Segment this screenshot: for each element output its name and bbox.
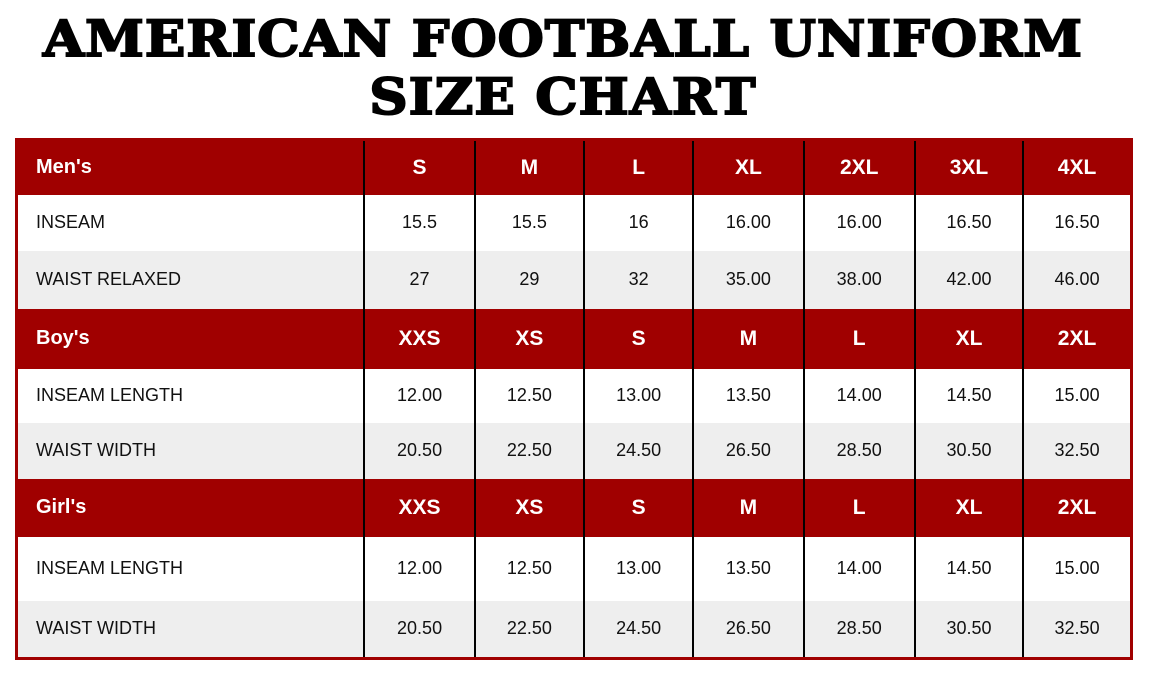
measurement-value: 38.00 [802, 250, 915, 309]
size-header: M [473, 139, 584, 195]
measurement-value: 12.50 [473, 536, 584, 601]
measurement-value: 30.50 [913, 600, 1024, 659]
measurement-value: 16.50 [1022, 194, 1132, 251]
size-header: 3XL [913, 139, 1024, 195]
measurement-value: 15.00 [1022, 536, 1132, 601]
measurement-value: 20.50 [363, 600, 475, 659]
measurement-value: 26.50 [692, 600, 804, 659]
size-header: 4XL [1022, 139, 1132, 195]
size-header: XL [913, 478, 1024, 537]
measurement-value: 35.00 [692, 250, 804, 309]
size-header: S [582, 478, 694, 537]
size-header: XS [473, 478, 584, 537]
measurement-value: 22.50 [473, 422, 584, 479]
measurement-value: 16 [582, 194, 694, 251]
size-header: XL [692, 139, 804, 195]
boys-header-row: Boy's XXS XS S M L XL 2XL [16, 308, 1132, 369]
measurement-value: 32.50 [1022, 422, 1132, 479]
table-row: WAIST WIDTH 20.50 22.50 24.50 26.50 28.50 30.5… [16, 422, 1132, 479]
measurement-value: 14.00 [802, 368, 915, 423]
table-row: INSEAM LENGTH 12.00 12.50 13.00 13.50 14.00 14… [16, 368, 1132, 423]
measurement-value: 22.50 [473, 600, 584, 659]
measurement-label: WAIST WIDTH [16, 422, 365, 479]
measurement-value: 12.00 [363, 536, 475, 601]
measurement-label: INSEAM LENGTH [16, 368, 365, 423]
size-header: L [802, 478, 915, 537]
measurement-label: WAIST RELAXED [16, 250, 365, 309]
measurement-value: 32 [582, 250, 694, 309]
measurement-value: 14.50 [913, 368, 1024, 423]
page-title: AMERICAN FOOTBALL UNIFORM SIZE CHART [0, 9, 1150, 127]
mens-header-row: Men's S M L XL 2XL 3XL 4XL [16, 139, 1132, 195]
section-label: Men's [16, 139, 365, 195]
measurement-value: 27 [363, 250, 475, 309]
measurement-value: 42.00 [913, 250, 1024, 309]
measurement-value: 16.00 [692, 194, 804, 251]
measurement-value: 14.00 [802, 536, 915, 601]
measurement-value: 29 [473, 250, 584, 309]
title-line-1: AMERICAN FOOTBALL UNIFORM [42, 9, 1083, 69]
title-line-2: SIZE CHART [368, 67, 757, 127]
measurement-value: 20.50 [363, 422, 475, 479]
measurement-value: 16.50 [913, 194, 1024, 251]
measurement-value: 15.5 [473, 194, 584, 251]
section-label: Girl's [16, 478, 365, 537]
measurement-value: 30.50 [913, 422, 1024, 479]
size-header: 2XL [1022, 478, 1132, 537]
section-label: Boy's [16, 308, 365, 369]
size-header: XXS [363, 478, 475, 537]
size-chart-table: Men's S M L XL 2XL 3XL 4XL INSEAM 15.5 15.5 16 16.00… [15, 138, 1133, 660]
measurement-value: 24.50 [582, 422, 694, 479]
size-header: S [363, 139, 475, 195]
size-header: L [802, 308, 915, 369]
measurement-value: 13.00 [582, 368, 694, 423]
size-header: M [692, 478, 804, 537]
measurement-value: 12.50 [473, 368, 584, 423]
measurement-value: 15.5 [363, 194, 475, 251]
measurement-value: 13.50 [692, 368, 804, 423]
size-header: S [582, 308, 694, 369]
measurement-value: 46.00 [1022, 250, 1132, 309]
size-header: XS [473, 308, 584, 369]
size-header: L [582, 139, 694, 195]
size-header: 2XL [802, 139, 915, 195]
measurement-label: WAIST WIDTH [16, 600, 365, 659]
measurement-value: 13.50 [692, 536, 804, 601]
measurement-value: 13.00 [582, 536, 694, 601]
table-row: INSEAM LENGTH 12.00 12.50 13.00 13.50 14.00 14… [16, 536, 1132, 601]
measurement-value: 24.50 [582, 600, 694, 659]
table-row: INSEAM 15.5 15.5 16 16.00 16.00 16.50 16.50 [16, 194, 1132, 251]
measurement-value: 12.00 [363, 368, 475, 423]
table-row: WAIST RELAXED 27 29 32 35.00 38.00 42.00 46.00 [16, 250, 1132, 309]
measurement-value: 26.50 [692, 422, 804, 479]
size-header: XXS [363, 308, 475, 369]
measurement-value: 15.00 [1022, 368, 1132, 423]
size-header: M [692, 308, 804, 369]
measurement-label: INSEAM [16, 194, 365, 251]
table-row: WAIST WIDTH 20.50 22.50 24.50 26.50 28.50 30.5… [16, 600, 1132, 659]
measurement-value: 16.00 [802, 194, 915, 251]
girls-header-row: Girl's XXS XS S M L XL 2XL [16, 478, 1132, 537]
measurement-value: 28.50 [802, 600, 915, 659]
measurement-value: 28.50 [802, 422, 915, 479]
measurement-value: 14.50 [913, 536, 1024, 601]
size-header: XL [913, 308, 1024, 369]
measurement-value: 32.50 [1022, 600, 1132, 659]
measurement-label: INSEAM LENGTH [16, 536, 365, 601]
size-header: 2XL [1022, 308, 1132, 369]
